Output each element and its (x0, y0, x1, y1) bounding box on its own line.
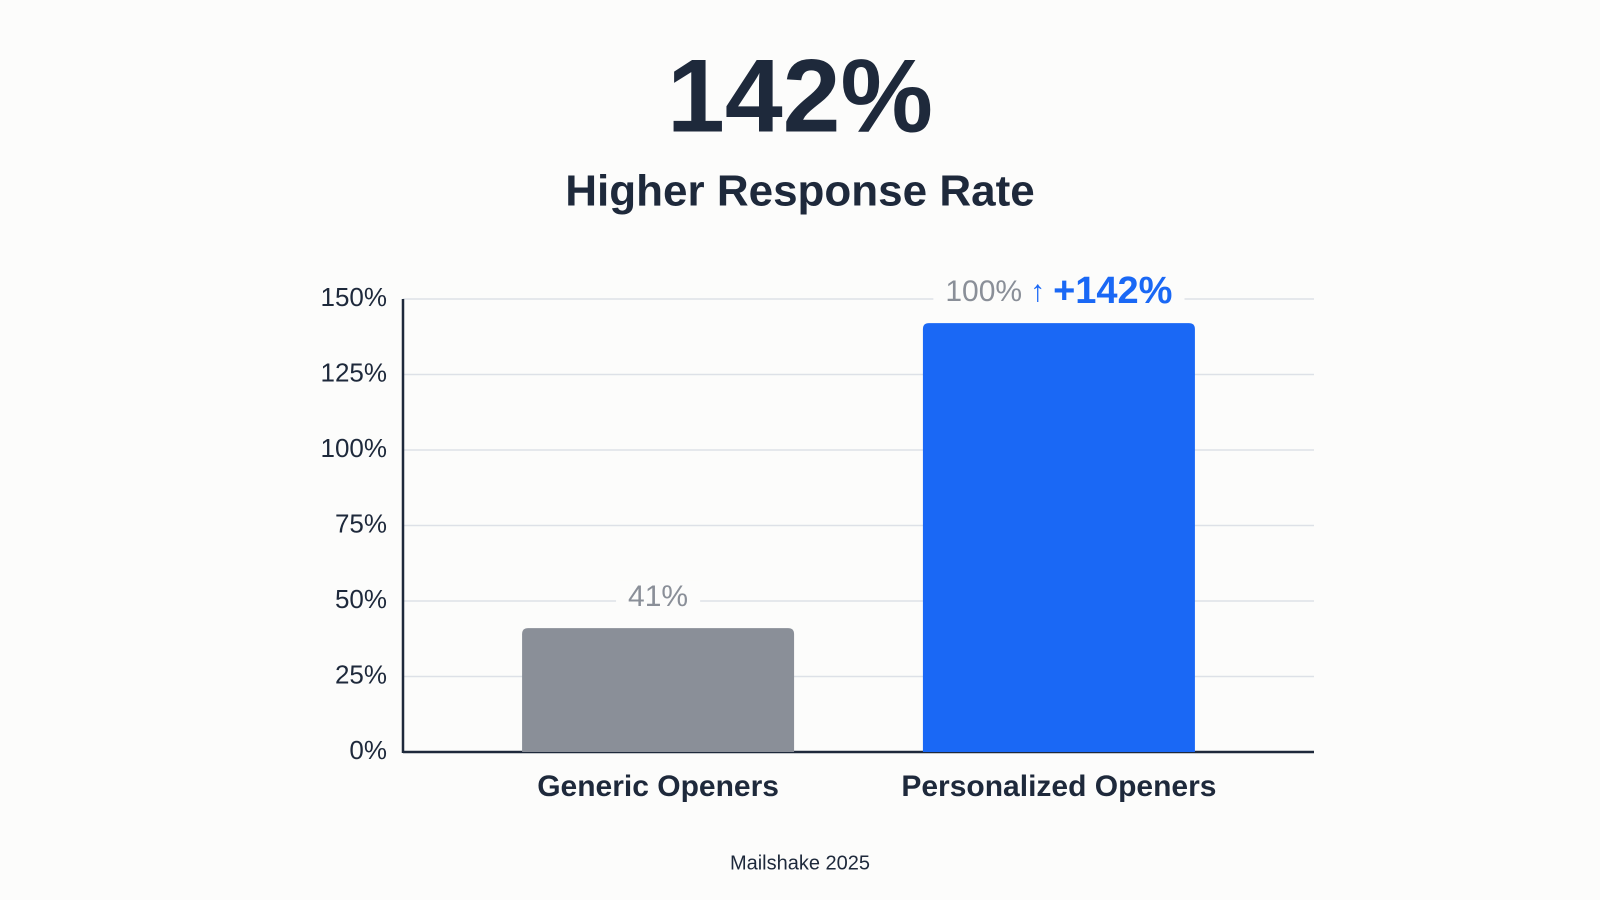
chart-title: Higher Response Rate (565, 167, 1034, 216)
label-background (616, 580, 701, 614)
value-label: +142% (1053, 270, 1172, 312)
x-tick-label: Generic Openers (537, 770, 779, 803)
y-tick-label: 25% (335, 659, 387, 689)
label-background (933, 270, 1185, 313)
value-label: 41% (628, 580, 688, 613)
headline: 142% (667, 38, 933, 154)
y-tick-label: 75% (335, 508, 387, 538)
y-tick-label: 100% (321, 433, 388, 463)
value-label-group: 100% ↑ +142% (945, 270, 1172, 312)
x-tick-label: Personalized Openers (901, 770, 1216, 803)
y-tick-label: 125% (321, 357, 388, 387)
annotation-arrow: ↑ (1030, 275, 1045, 308)
y-tick-label: 50% (335, 584, 387, 614)
bar (522, 628, 795, 752)
annotation: 100% (945, 275, 1022, 308)
y-tick-label: 0% (349, 735, 387, 765)
source: Mailshake 2025 (730, 852, 870, 874)
y-tick-label: 150% (321, 282, 388, 312)
bar (922, 323, 1195, 752)
